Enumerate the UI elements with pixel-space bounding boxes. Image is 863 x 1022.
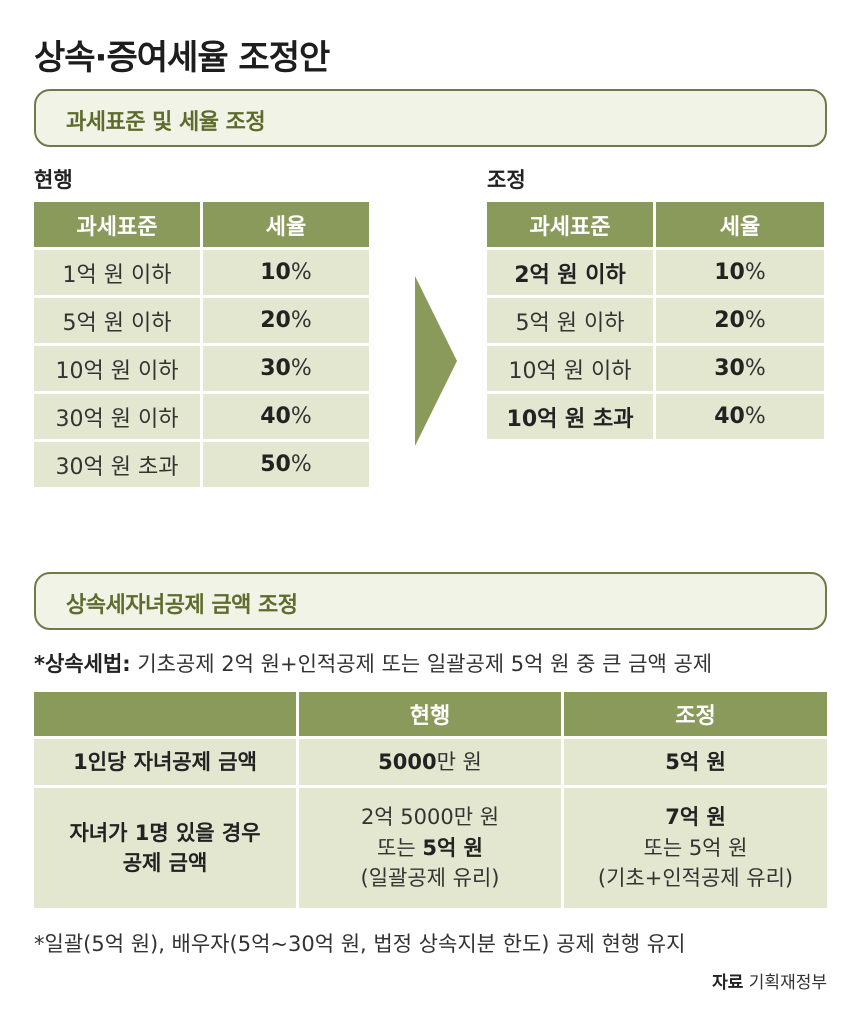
rate-unit: % bbox=[290, 308, 312, 333]
current-label: 현행 bbox=[34, 168, 73, 192]
bracket-cell: 10억 원 이하 bbox=[487, 346, 653, 391]
section-child-deduction-heading: 상속세자녀공제 금액 조정 bbox=[34, 572, 827, 630]
bracket-cell: 5억 원 이하 bbox=[487, 298, 653, 343]
table-header-row: 과세표준 세율 bbox=[487, 202, 824, 247]
current-line: 2억 5000만 원 bbox=[360, 805, 500, 830]
table-row: 30억 원 이하 40% bbox=[34, 394, 369, 439]
rate-unit: % bbox=[290, 260, 312, 285]
section-heading-label: 과세표준 및 세율 조정 bbox=[66, 110, 266, 135]
rate-value: 40 bbox=[714, 404, 745, 429]
row-label: 자녀가 1명 있을 경우 공제 금액 bbox=[34, 788, 296, 908]
current-line-prefix: 또는 bbox=[377, 835, 423, 860]
rate-unit: % bbox=[744, 260, 766, 285]
rate-unit: % bbox=[744, 404, 766, 429]
bracket-cell: 1억 원 이하 bbox=[34, 250, 200, 295]
table-row: 10억 원 이하 30% bbox=[34, 346, 369, 391]
rate-cell: 30% bbox=[656, 346, 824, 391]
footnote: *일괄(5억 원), 배우자(5억~30억 원, 법정 상속지분 한도) 공제 … bbox=[34, 932, 686, 956]
table-row: 5억 원 이하 20% bbox=[34, 298, 369, 343]
rate-unit: % bbox=[290, 452, 312, 477]
rate-unit: % bbox=[744, 308, 766, 333]
table-header-row: 과세표준 세율 bbox=[34, 202, 369, 247]
rate-value: 10 bbox=[714, 260, 745, 285]
current-line: (일괄공제 유리) bbox=[360, 866, 500, 891]
inheritance-law-note: *상속세법: 기초공제 2억 원+인적공제 또는 일괄공제 5억 원 중 큰 금… bbox=[34, 648, 712, 678]
table-row: 1인당 자녀공제 금액 5000만 원 5억 원 bbox=[34, 739, 827, 785]
bracket-cell: 5억 원 이하 bbox=[34, 298, 200, 343]
right-arrow-icon bbox=[415, 276, 457, 446]
adjusted-label: 조정 bbox=[487, 168, 526, 192]
source-credit: 자료 기획재정부 bbox=[712, 968, 827, 993]
rate-cell: 20% bbox=[656, 298, 824, 343]
table-row: 자녀가 1명 있을 경우 공제 금액 2억 5000만 원 또는 5억 원 (일… bbox=[34, 788, 827, 908]
current-line-bold: 5억 원 bbox=[422, 835, 483, 860]
adjusted-line-bold: 7억 원 bbox=[665, 805, 726, 830]
current-line: 또는 5억 원 bbox=[299, 833, 561, 863]
rate-cell: 40% bbox=[203, 394, 369, 439]
source-label: 자료 bbox=[712, 973, 744, 993]
current-amount-unit: 만 원 bbox=[436, 749, 482, 774]
adjusted-line: 또는 5억 원 bbox=[643, 835, 748, 860]
table-row: 5억 원 이하 20% bbox=[487, 298, 824, 343]
adjusted-amount: 5억 원 bbox=[665, 749, 726, 774]
row-label: 1인당 자녀공제 금액 bbox=[34, 739, 296, 785]
row-label-line: 자녀가 1명 있을 경우 bbox=[69, 820, 261, 845]
rate-cell: 10% bbox=[656, 250, 824, 295]
rate-value: 20 bbox=[714, 308, 745, 333]
note-text: 기초공제 2억 원+인적공제 또는 일괄공제 5억 원 중 큰 금액 공제 bbox=[130, 652, 713, 676]
rate-value: 30 bbox=[714, 356, 745, 381]
note-bold: 상속세법: bbox=[44, 652, 131, 676]
rate-value: 40 bbox=[260, 404, 291, 429]
rate-value: 50 bbox=[260, 452, 291, 477]
adjusted-value-cell: 5억 원 bbox=[564, 739, 827, 785]
child-deduction-table: 현행 조정 1인당 자녀공제 금액 5000만 원 5억 원 자녀가 1명 있을… bbox=[31, 689, 830, 911]
rate-cell: 30% bbox=[203, 346, 369, 391]
rate-value: 10 bbox=[260, 260, 291, 285]
column-header: 현행 bbox=[299, 692, 561, 736]
current-value-cell: 5000만 원 bbox=[299, 739, 561, 785]
rate-value: 20 bbox=[260, 308, 291, 333]
note-prefix: * bbox=[34, 652, 45, 676]
section-heading-label: 상속세자녀공제 금액 조정 bbox=[66, 593, 298, 618]
table-row: 1억 원 이하 10% bbox=[34, 250, 369, 295]
page-title: 상속·증여세율 조정안 bbox=[34, 38, 330, 78]
rate-cell: 20% bbox=[203, 298, 369, 343]
rate-cell: 50% bbox=[203, 442, 369, 487]
current-value-cell: 2억 5000만 원 또는 5억 원 (일괄공제 유리) bbox=[299, 788, 561, 908]
source-text: 기획재정부 bbox=[748, 973, 827, 993]
bracket-cell: 2억 원 이하 bbox=[487, 250, 653, 295]
table-row: 10억 원 초과 40% bbox=[487, 394, 824, 439]
adjusted-line: 7억 원 bbox=[564, 802, 827, 832]
rate-cell: 10% bbox=[203, 250, 369, 295]
bracket-cell: 30억 원 초과 bbox=[34, 442, 200, 487]
rate-unit: % bbox=[290, 404, 312, 429]
adjusted-value-cell: 7억 원 또는 5억 원 (기초+인적공제 유리) bbox=[564, 788, 827, 908]
table-row: 2억 원 이하 10% bbox=[487, 250, 824, 295]
table-header-row: 현행 조정 bbox=[34, 692, 827, 736]
column-header: 세율 bbox=[656, 202, 824, 247]
current-rate-table: 과세표준 세율 1억 원 이하 10% 5억 원 이하 20% 10억 원 이하… bbox=[31, 199, 372, 490]
current-amount-bold: 5000 bbox=[378, 749, 437, 774]
column-header: 세율 bbox=[203, 202, 369, 247]
rate-unit: % bbox=[290, 356, 312, 381]
rate-unit: % bbox=[744, 356, 766, 381]
column-header: 과세표준 bbox=[487, 202, 653, 247]
rate-value: 30 bbox=[260, 356, 291, 381]
adjusted-line: (기초+인적공제 유리) bbox=[597, 866, 794, 891]
bracket-cell: 10억 원 초과 bbox=[487, 394, 653, 439]
row-label-line: 공제 금액 bbox=[122, 851, 208, 875]
table-row: 10억 원 이하 30% bbox=[487, 346, 824, 391]
column-header: 조정 bbox=[564, 692, 827, 736]
column-header bbox=[34, 692, 296, 736]
rate-cell: 40% bbox=[656, 394, 824, 439]
section-tax-rate-heading: 과세표준 및 세율 조정 bbox=[34, 89, 827, 147]
bracket-cell: 30억 원 이하 bbox=[34, 394, 200, 439]
column-header: 과세표준 bbox=[34, 202, 200, 247]
bracket-cell: 10억 원 이하 bbox=[34, 346, 200, 391]
adjusted-rate-table: 과세표준 세율 2억 원 이하 10% 5억 원 이하 20% 10억 원 이하… bbox=[484, 199, 827, 442]
table-row: 30억 원 초과 50% bbox=[34, 442, 369, 487]
